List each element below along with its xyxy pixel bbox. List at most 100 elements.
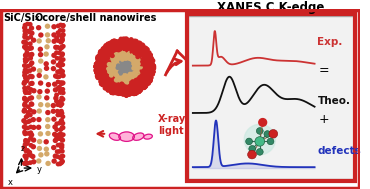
- Circle shape: [138, 68, 142, 73]
- Circle shape: [127, 65, 132, 69]
- Circle shape: [132, 44, 137, 49]
- Circle shape: [119, 51, 124, 56]
- Circle shape: [146, 52, 151, 57]
- Circle shape: [25, 64, 30, 69]
- Circle shape: [58, 142, 63, 147]
- Circle shape: [139, 81, 144, 86]
- Circle shape: [130, 50, 134, 55]
- Circle shape: [110, 63, 115, 68]
- Circle shape: [120, 64, 124, 68]
- Circle shape: [123, 69, 127, 73]
- Circle shape: [108, 41, 112, 46]
- Circle shape: [114, 71, 118, 76]
- Circle shape: [105, 49, 110, 54]
- Circle shape: [150, 58, 155, 63]
- Circle shape: [31, 144, 36, 149]
- Circle shape: [139, 77, 144, 82]
- Circle shape: [98, 77, 103, 81]
- Circle shape: [134, 48, 139, 53]
- Circle shape: [106, 54, 111, 59]
- Circle shape: [148, 72, 153, 76]
- Circle shape: [138, 72, 143, 77]
- Circle shape: [132, 57, 137, 62]
- Circle shape: [102, 86, 107, 91]
- Circle shape: [22, 86, 27, 91]
- Circle shape: [60, 87, 65, 92]
- Circle shape: [100, 80, 105, 84]
- Circle shape: [121, 51, 126, 56]
- Circle shape: [58, 68, 64, 73]
- Circle shape: [141, 79, 145, 84]
- Circle shape: [43, 139, 49, 144]
- Circle shape: [108, 49, 112, 54]
- Circle shape: [111, 49, 116, 54]
- Circle shape: [125, 46, 130, 51]
- Circle shape: [135, 57, 139, 62]
- Circle shape: [256, 128, 263, 134]
- Circle shape: [107, 55, 112, 60]
- Circle shape: [115, 46, 120, 51]
- Circle shape: [129, 65, 134, 70]
- Circle shape: [138, 65, 143, 70]
- Circle shape: [129, 37, 134, 42]
- Circle shape: [25, 22, 30, 26]
- Circle shape: [140, 45, 145, 49]
- Circle shape: [128, 45, 132, 50]
- Circle shape: [102, 61, 107, 66]
- Circle shape: [144, 73, 148, 77]
- Circle shape: [103, 50, 108, 54]
- Circle shape: [126, 79, 131, 83]
- Circle shape: [106, 54, 111, 59]
- Circle shape: [123, 63, 127, 68]
- Circle shape: [109, 47, 114, 52]
- Circle shape: [145, 62, 150, 67]
- Circle shape: [137, 77, 142, 82]
- Circle shape: [137, 60, 141, 64]
- Circle shape: [97, 54, 102, 59]
- Circle shape: [131, 61, 136, 65]
- Circle shape: [131, 86, 136, 91]
- Circle shape: [138, 64, 143, 69]
- Circle shape: [133, 40, 138, 44]
- Circle shape: [127, 85, 131, 89]
- Circle shape: [135, 67, 139, 72]
- Circle shape: [138, 65, 143, 70]
- Circle shape: [105, 64, 110, 68]
- Circle shape: [100, 58, 104, 63]
- Circle shape: [36, 117, 42, 122]
- Circle shape: [134, 51, 139, 55]
- Circle shape: [150, 69, 155, 74]
- Circle shape: [122, 76, 127, 81]
- Circle shape: [143, 81, 148, 85]
- Circle shape: [138, 51, 143, 56]
- Circle shape: [130, 69, 135, 74]
- Circle shape: [112, 59, 117, 63]
- Circle shape: [147, 56, 151, 61]
- Circle shape: [143, 80, 148, 84]
- Circle shape: [105, 78, 111, 83]
- Circle shape: [120, 81, 125, 86]
- Circle shape: [131, 66, 136, 70]
- Circle shape: [119, 40, 124, 45]
- Circle shape: [105, 51, 111, 56]
- Circle shape: [60, 143, 64, 147]
- Circle shape: [109, 90, 114, 95]
- Circle shape: [25, 161, 30, 166]
- Circle shape: [135, 90, 140, 94]
- Circle shape: [23, 52, 28, 58]
- Circle shape: [110, 48, 115, 53]
- Circle shape: [141, 60, 146, 64]
- Circle shape: [99, 78, 104, 82]
- Circle shape: [121, 37, 125, 42]
- Circle shape: [100, 73, 104, 77]
- Circle shape: [109, 64, 114, 68]
- Circle shape: [108, 64, 113, 69]
- Circle shape: [121, 64, 125, 69]
- Circle shape: [132, 59, 137, 64]
- Circle shape: [97, 60, 101, 64]
- Circle shape: [137, 46, 142, 51]
- Circle shape: [112, 84, 117, 88]
- Circle shape: [138, 78, 143, 83]
- Circle shape: [137, 54, 142, 58]
- Circle shape: [123, 69, 127, 73]
